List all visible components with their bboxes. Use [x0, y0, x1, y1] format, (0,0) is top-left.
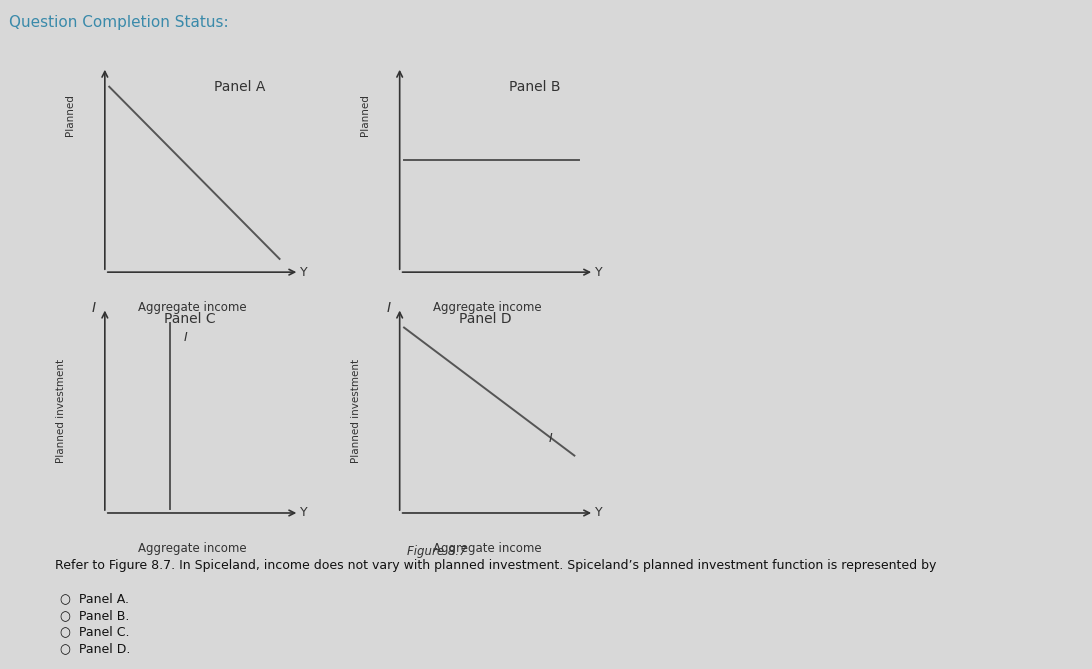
Text: Y: Y [300, 266, 307, 279]
Text: Aggregate income: Aggregate income [138, 542, 247, 555]
Text: ○  Panel D.: ○ Panel D. [60, 642, 130, 655]
Text: Figure 8.7: Figure 8.7 [407, 545, 466, 558]
Text: Y: Y [595, 506, 602, 520]
Text: ○  Panel B.: ○ Panel B. [60, 609, 130, 622]
Text: Planned: Planned [64, 94, 75, 136]
Text: Panel D: Panel D [459, 312, 511, 326]
Text: Planned investment: Planned investment [351, 359, 361, 464]
Text: Panel A: Panel A [214, 80, 265, 94]
Text: Panel B: Panel B [509, 80, 560, 94]
Text: Aggregate income: Aggregate income [138, 301, 247, 314]
Text: Planned investment: Planned investment [56, 359, 67, 464]
Text: ○  Panel C.: ○ Panel C. [60, 626, 130, 638]
Text: Aggregate income: Aggregate income [432, 542, 542, 555]
Text: Question Completion Status:: Question Completion Status: [9, 15, 228, 29]
Text: Planned: Planned [359, 94, 370, 136]
Text: I: I [387, 300, 391, 314]
Text: ○  Panel A.: ○ Panel A. [60, 592, 129, 605]
Text: Refer to Figure 8.7. In Spiceland, income does not vary with planned investment.: Refer to Figure 8.7. In Spiceland, incom… [55, 559, 936, 571]
Text: I: I [92, 300, 96, 314]
Text: Y: Y [300, 506, 307, 520]
Text: I: I [548, 432, 551, 446]
Text: Y: Y [595, 266, 602, 279]
Text: Panel C: Panel C [164, 312, 215, 326]
Text: Aggregate income: Aggregate income [432, 301, 542, 314]
Text: I: I [183, 330, 187, 344]
